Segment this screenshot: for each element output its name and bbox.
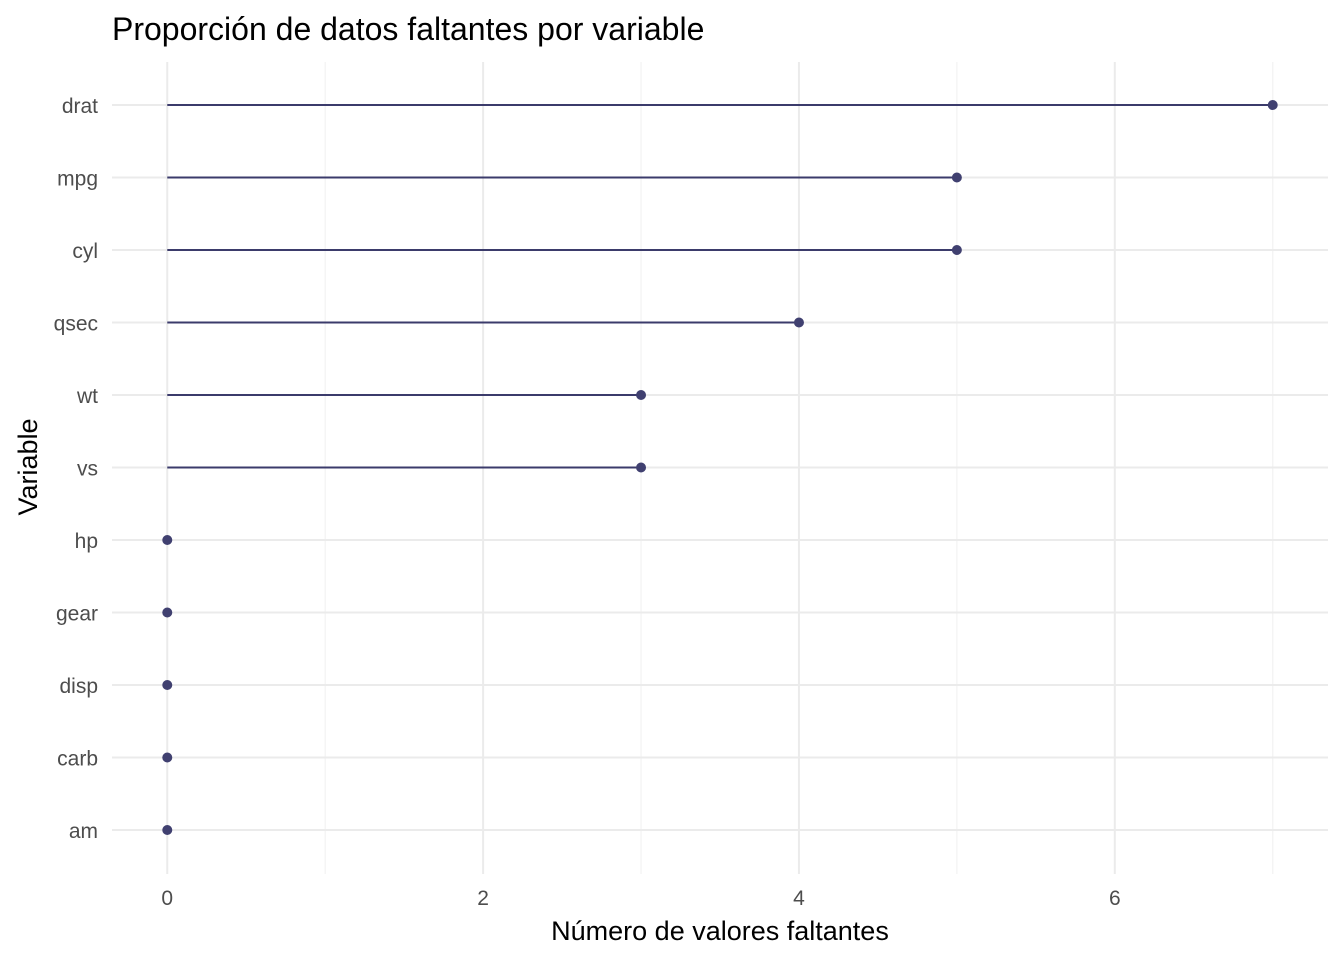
point-mpg <box>951 172 962 183</box>
x-tick-labels: 0 2 4 6 <box>161 887 1120 910</box>
point-qsec <box>793 317 804 328</box>
point-hp <box>162 535 173 545</box>
segments <box>167 104 1273 469</box>
y-tick-label-cyl: cyl <box>72 240 98 263</box>
x-tick-label: 0 <box>161 887 173 910</box>
point-disp <box>162 680 173 690</box>
x-tick-label: 4 <box>793 887 805 910</box>
x-tick-label: 6 <box>1109 887 1121 910</box>
y-tick-label-drat: drat <box>62 95 98 118</box>
point-wt <box>636 390 647 400</box>
point-cyl <box>951 245 962 255</box>
y-tick-label-gear: gear <box>56 603 98 626</box>
point-carb <box>162 752 173 763</box>
x-tick-label: 2 <box>477 887 489 910</box>
y-axis-title: Variable <box>13 418 43 515</box>
points <box>162 100 1278 835</box>
y-tick-label-hp: hp <box>75 530 98 553</box>
point-am <box>162 825 173 835</box>
y-tick-label-carb: carb <box>57 748 98 771</box>
x-axis-title: Número de valores faltantes <box>551 916 889 946</box>
point-vs <box>636 462 647 473</box>
y-tick-label-mpg: mpg <box>57 168 98 191</box>
y-tick-label-qsec: qsec <box>54 313 98 336</box>
y-tick-label-wt: wt <box>76 385 98 408</box>
y-tick-labels: drat mpg cyl qsec wt vs hp gear disp carb am <box>54 95 99 843</box>
y-tick-label-am: am <box>69 820 98 843</box>
point-gear <box>162 607 173 618</box>
chart-title: Proporción de datos faltantes por variab… <box>112 11 704 47</box>
point-drat <box>1267 100 1278 110</box>
y-tick-label-disp: disp <box>59 675 98 698</box>
y-tick-label-vs: vs <box>77 458 98 481</box>
